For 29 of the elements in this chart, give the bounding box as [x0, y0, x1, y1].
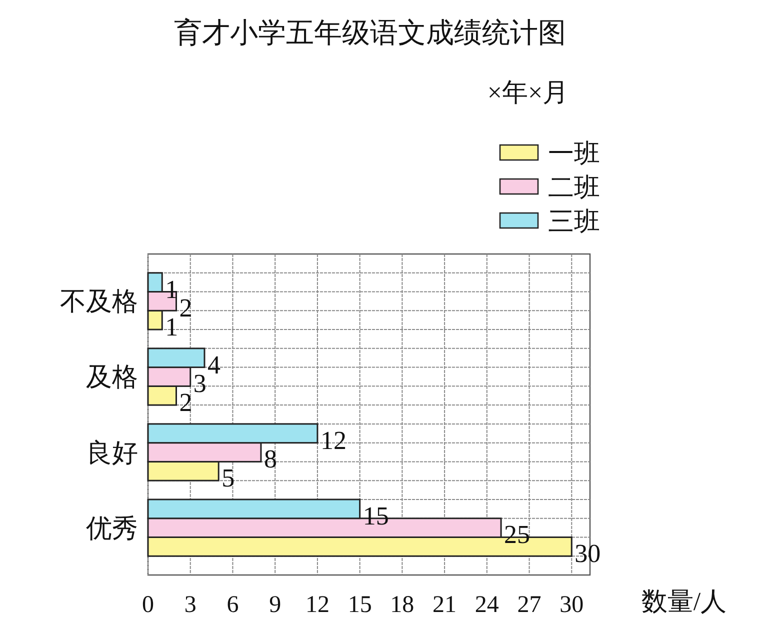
legend: 二班 — [548, 173, 600, 202]
label: 1 — [165, 312, 178, 342]
label: 3 — [193, 369, 206, 398]
tick: 9 — [269, 592, 282, 618]
tick: 6 — [226, 592, 239, 618]
xlabel: 数量/人 — [641, 587, 727, 616]
category: 优秀 — [86, 514, 138, 543]
tick: 21 — [432, 592, 457, 618]
legend: 一班 — [548, 139, 600, 168]
label: 4 — [207, 350, 220, 380]
tick: 0 — [142, 592, 154, 618]
label: 12 — [320, 426, 346, 455]
subtitle: ×年×月 — [487, 78, 569, 107]
category: 不及格 — [60, 287, 138, 316]
tick: 3 — [184, 592, 196, 618]
label: 5 — [222, 464, 235, 493]
label: 2 — [179, 294, 192, 323]
category: 良好 — [86, 438, 138, 468]
tick: 12 — [305, 592, 330, 618]
tick: 30 — [560, 592, 584, 618]
tick: 18 — [390, 592, 414, 618]
label: 2 — [179, 388, 192, 418]
label: 8 — [264, 444, 277, 474]
legend: 三班 — [548, 207, 600, 236]
title: 育才小学五年级语文成绩统计图 — [174, 18, 566, 49]
tick: 15 — [348, 592, 372, 618]
tick: 27 — [517, 592, 542, 618]
tick: 24 — [474, 592, 499, 618]
category: 及格 — [86, 362, 138, 392]
